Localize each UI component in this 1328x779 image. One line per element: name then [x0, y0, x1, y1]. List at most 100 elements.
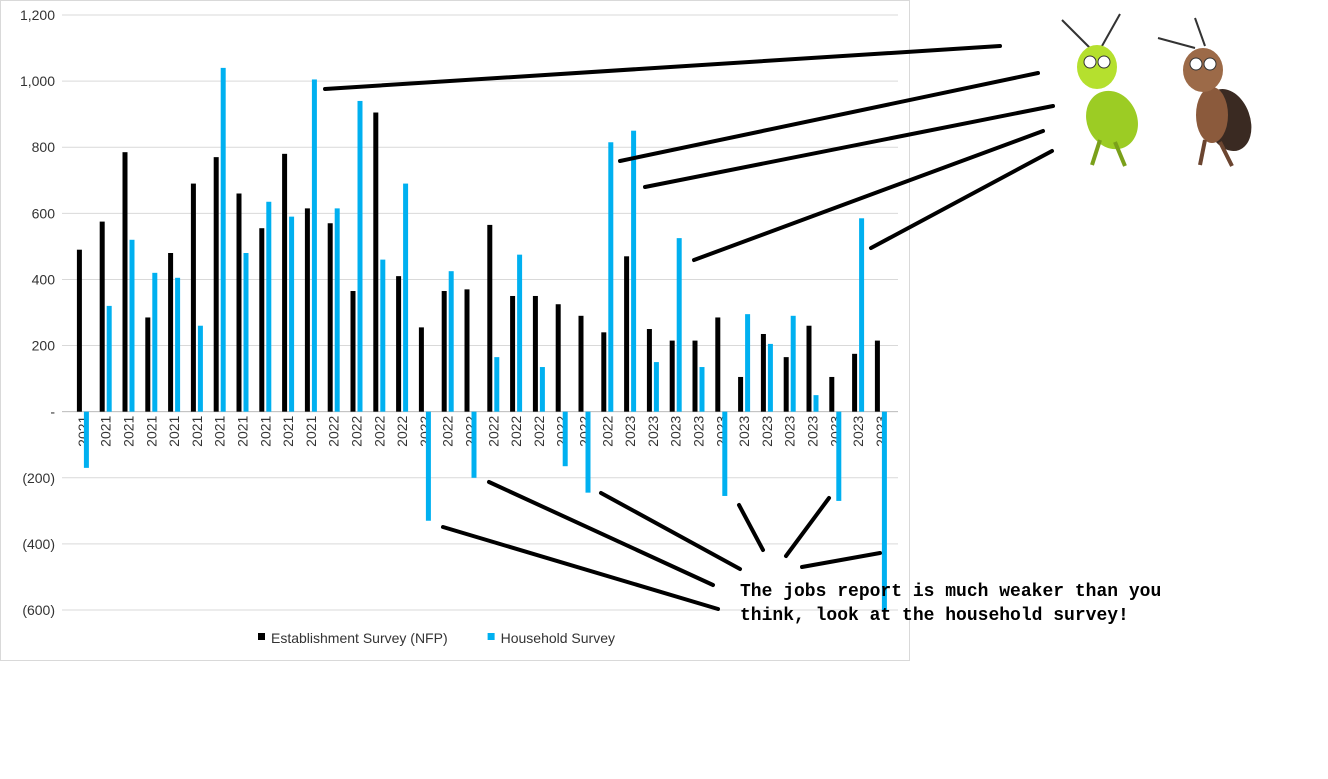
bar — [494, 357, 500, 412]
chart-frame — [0, 0, 910, 661]
annotation-line: The jobs report is much weaker than you — [740, 582, 1161, 602]
x-tick-label: 2021 — [98, 415, 114, 446]
bar — [350, 291, 356, 412]
bar — [448, 271, 454, 412]
x-tick-label: 2022 — [485, 415, 501, 446]
bar — [236, 193, 242, 412]
bar — [334, 208, 340, 412]
bar — [813, 395, 819, 412]
bar — [562, 411, 568, 467]
bar — [122, 152, 128, 412]
y-tick-label: 200 — [32, 338, 56, 354]
y-tick-label: 1,200 — [20, 7, 55, 23]
x-tick-label: 2022 — [531, 415, 547, 446]
x-tick-label: 2021 — [235, 415, 251, 446]
bar — [692, 340, 698, 412]
bar — [699, 367, 705, 412]
pointer — [643, 104, 1055, 189]
bar — [327, 223, 333, 412]
bar — [715, 317, 721, 412]
bar — [76, 249, 82, 412]
annotation-lines — [323, 44, 1055, 611]
bar — [881, 411, 887, 610]
bar — [197, 325, 203, 412]
x-tick-label: 2022 — [508, 415, 524, 446]
bar — [471, 411, 477, 478]
y-tick-label: 1,000 — [20, 73, 55, 89]
bar — [259, 228, 265, 412]
bar — [669, 340, 675, 412]
bar — [129, 239, 135, 412]
y-tick-label: - — [50, 404, 55, 420]
bar — [624, 256, 630, 412]
bar — [304, 208, 310, 412]
x-tick-label: 2021 — [143, 415, 159, 446]
x-tick-label: 2022 — [440, 415, 456, 446]
bars — [76, 67, 887, 610]
bar — [608, 142, 614, 412]
bar — [373, 112, 379, 412]
cricket-brown — [1157, 17, 1252, 167]
bar — [441, 291, 447, 412]
bar — [631, 130, 637, 412]
bar — [585, 411, 591, 493]
x-tick-label: 2023 — [782, 415, 798, 446]
bar — [99, 221, 105, 412]
bar — [106, 305, 112, 412]
pointer — [599, 491, 742, 571]
bar — [578, 315, 584, 412]
y-tick-label: 400 — [32, 271, 56, 287]
annotation-line: think, look at the household survey! — [740, 606, 1129, 626]
bar — [266, 201, 272, 412]
x-tick-label: 2022 — [326, 415, 342, 446]
legend-swatch — [258, 633, 265, 640]
x-tick-label: 2021 — [303, 415, 319, 446]
bar — [722, 411, 728, 496]
bar — [852, 353, 858, 412]
bar — [555, 304, 561, 412]
pointer — [692, 129, 1045, 262]
bar — [601, 332, 607, 412]
legend-label: Household Survey — [501, 630, 615, 646]
bar — [83, 411, 89, 468]
bar — [738, 376, 744, 412]
x-tick-label: 2021 — [166, 415, 182, 446]
x-tick-label: 2021 — [121, 415, 137, 446]
pointer — [737, 503, 765, 552]
x-tick-label: 2023 — [691, 415, 707, 446]
x-tick-label: 2023 — [668, 415, 684, 446]
bar — [464, 289, 470, 412]
bar — [190, 183, 196, 412]
pointer — [800, 551, 882, 569]
bar — [745, 314, 751, 412]
pointer — [487, 480, 715, 587]
bar — [646, 329, 652, 412]
bar — [243, 253, 249, 412]
bar — [517, 254, 523, 412]
bar — [532, 295, 538, 412]
bar — [829, 376, 835, 412]
x-tick-label: 2022 — [599, 415, 615, 446]
legend-swatch — [487, 633, 495, 640]
y-tick-label: (600) — [22, 602, 55, 618]
bar — [311, 79, 317, 412]
x-tick-label: 2023 — [850, 415, 866, 446]
pointer — [784, 496, 831, 558]
bar — [175, 277, 181, 412]
x-tick-label: 2021 — [212, 415, 228, 446]
pointer — [869, 149, 1054, 250]
bar — [418, 327, 424, 412]
pointer — [323, 44, 1002, 91]
bar — [790, 315, 796, 412]
y-tick-label: (400) — [22, 536, 55, 552]
x-tick-label: 2021 — [189, 415, 205, 446]
bar — [760, 333, 766, 412]
bar — [396, 276, 402, 412]
bar — [168, 253, 174, 412]
x-tick-label: 2023 — [645, 415, 661, 446]
bar — [487, 224, 493, 412]
y-tick-label: 800 — [32, 139, 56, 155]
bar — [653, 362, 659, 412]
bar — [676, 238, 682, 412]
